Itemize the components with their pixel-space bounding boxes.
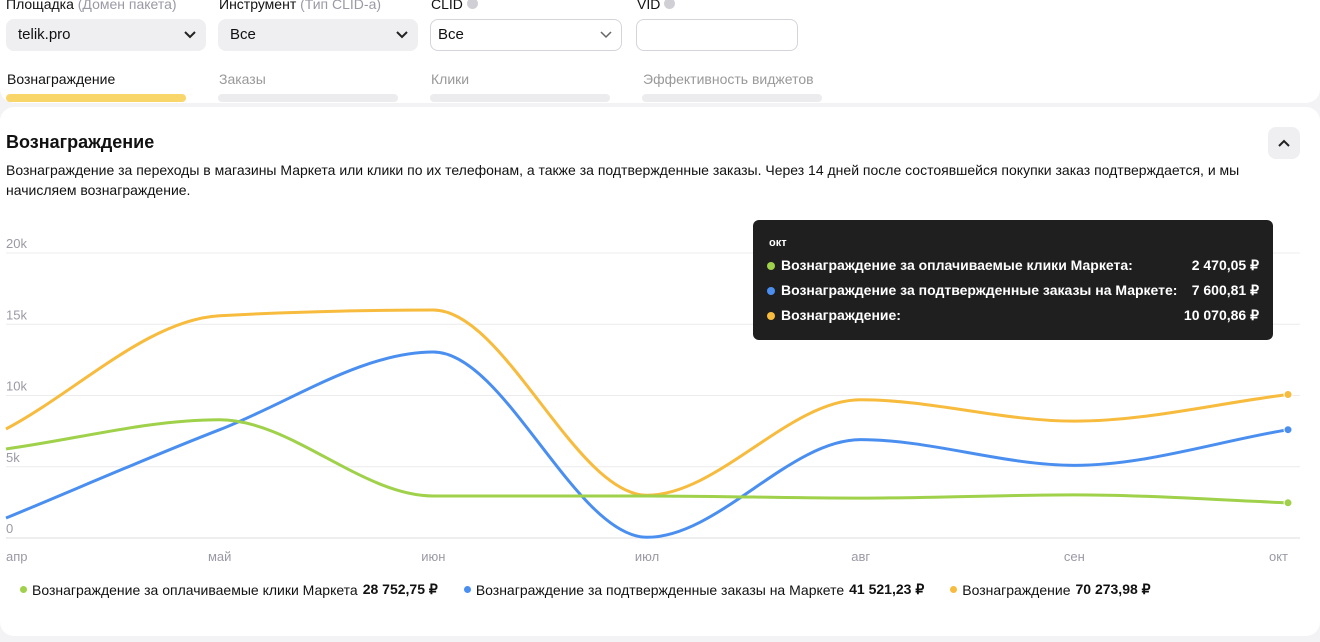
y-tick-label: 20k — [6, 236, 27, 251]
point-marker — [1283, 425, 1293, 435]
y-tick-label: 5k — [6, 450, 20, 465]
select[interactable]: Все — [430, 19, 622, 51]
tab-indicator — [6, 94, 186, 102]
point-marker — [1283, 498, 1293, 508]
tooltip-value: 7 600,81 ₽ — [1191, 282, 1259, 298]
hint: (Домен пакета) — [77, 0, 177, 12]
info-icon[interactable] — [466, 0, 478, 9]
chevron — [184, 31, 196, 39]
tooltip-row: Вознаграждение за оплачиваемые клики Мар… — [767, 257, 1259, 277]
tooltip-row: Вознаграждение: 10 070,86 ₽ — [767, 307, 1259, 327]
tooltip-dot — [767, 287, 775, 295]
legend-dot — [950, 586, 958, 593]
info-icon[interactable] — [664, 0, 676, 9]
select-value: Все — [438, 26, 464, 43]
tooltip: окт Вознаграждение за оплачиваемые клики… — [753, 220, 1273, 340]
hint: (Тип CLID-а) — [300, 0, 382, 12]
tooltip-row: Вознаграждение за подтвержденные заказы … — [767, 282, 1259, 302]
legend-label: Вознаграждение за оплачиваемые клики Мар… — [32, 581, 358, 598]
legend-label: Вознаграждение за подтвержденные заказы … — [475, 581, 845, 598]
label: Площадка — [6, 0, 74, 12]
legend-total: 70 273,98 ₽ — [1075, 581, 1151, 597]
x-tick-label: апр — [6, 549, 28, 564]
series-line — [5, 350, 1289, 539]
tab-indicator — [642, 94, 822, 102]
tooltip-title: окт — [769, 237, 787, 249]
legend-dot — [20, 586, 27, 593]
legend-item: Вознаграждение 70 273,98 ₽ — [950, 581, 1151, 598]
filter-label: Инструмент (Тип CLID-а) — [219, 0, 381, 12]
legend-item: Вознаграждение за подтвержденные заказы … — [463, 581, 925, 598]
select[interactable]: Все — [218, 19, 418, 51]
point-marker — [1283, 389, 1293, 399]
x-tick-label: окт — [1269, 549, 1288, 564]
tab[interactable]: Заказы — [219, 71, 266, 87]
y-tick-label: 10k — [6, 379, 27, 394]
select-value: Все — [230, 26, 256, 43]
legend-label: Вознаграждение — [962, 581, 1071, 598]
legend-item: Вознаграждение за оплачиваемые клики Мар… — [20, 581, 438, 598]
tooltip-label: Вознаграждение за подтвержденные заказы … — [781, 282, 1178, 298]
select[interactable]: telik.pro — [6, 19, 206, 51]
x-tick-label: авг — [851, 549, 870, 564]
chevron — [396, 31, 408, 39]
tooltip-value: 10 070,86 ₽ — [1183, 307, 1259, 323]
x-tick-label: июн — [421, 549, 445, 564]
input[interactable] — [636, 19, 798, 51]
chart-card — [0, 107, 1320, 636]
tab[interactable]: Эффективность виджетов — [643, 71, 814, 87]
tooltip-dot — [767, 262, 775, 270]
chevron-up — [1278, 139, 1290, 147]
select-value: telik.pro — [18, 26, 71, 43]
filter-label: CLID — [431, 0, 478, 12]
series-line — [5, 418, 1289, 505]
collapse-button[interactable] — [1268, 127, 1300, 159]
filter-panel — [0, 0, 1320, 103]
legend: Вознаграждение за оплачиваемые клики Мар… — [20, 581, 1151, 598]
tab[interactable]: Клики — [431, 71, 470, 87]
tab-indicator — [430, 94, 610, 102]
x-tick-label: сен — [1064, 549, 1085, 564]
tooltip-label: Вознаграждение за оплачиваемые клики Мар… — [781, 257, 1133, 273]
tab-indicator — [218, 94, 398, 102]
label: Инструмент — [219, 0, 297, 12]
tooltip-dot — [767, 312, 775, 320]
chevron — [600, 31, 612, 39]
x-tick-label: май — [208, 549, 231, 564]
label: CLID — [431, 0, 463, 12]
legend-dot — [463, 586, 471, 593]
legend-total: 41 521,23 ₽ — [849, 581, 925, 597]
x-tick-label: июл — [635, 549, 659, 564]
legend-total: 28 752,75 ₽ — [362, 581, 438, 597]
filter-label: Площадка (Домен пакета) — [6, 0, 177, 12]
label: VID — [637, 0, 661, 12]
section-title: Вознаграждение — [6, 132, 155, 152]
section-description: Вознаграждение за переходы в магазины Ма… — [6, 162, 1240, 198]
y-tick-label: 0 — [6, 521, 13, 536]
filter-label: VID — [637, 0, 676, 12]
y-tick-label: 15k — [6, 307, 27, 322]
tooltip-label: Вознаграждение: — [781, 307, 901, 323]
tab[interactable]: Вознаграждение — [7, 71, 116, 87]
tooltip-value: 2 470,05 ₽ — [1191, 257, 1259, 273]
